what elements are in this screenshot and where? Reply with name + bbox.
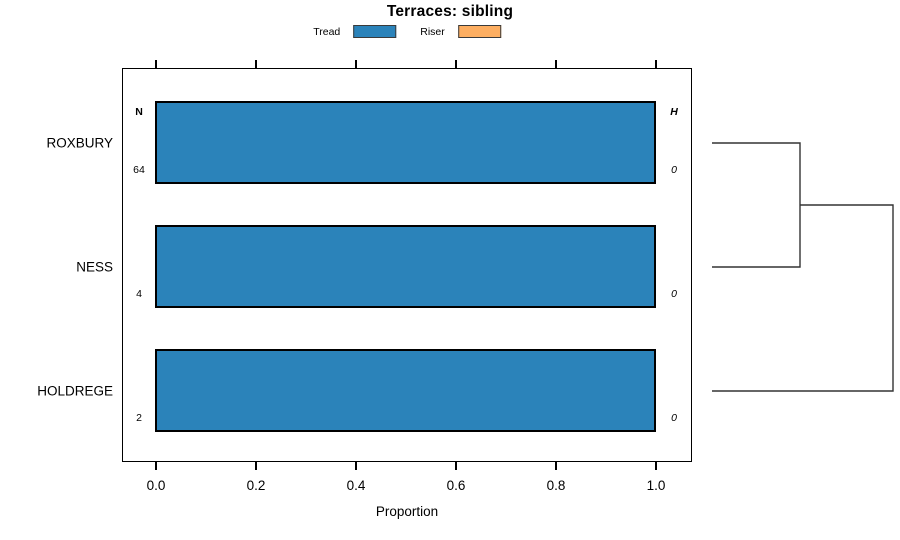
x-tick-label: 1.0 [646,478,666,493]
n-value-ness: 4 [136,288,142,300]
n-column-header: N [135,106,143,118]
x-tick-label: 0.2 [246,478,266,493]
n-value-roxbury: 64 [133,164,145,176]
x-axis-tick-top [355,60,357,68]
x-axis-title: Proportion [375,504,439,519]
plot-title: Terraces: sibling [386,3,514,20]
category-label-ness: NESS [76,259,113,275]
legend-label-tread: Tread [313,25,341,38]
bar-tread-ness [155,225,656,308]
category-label-roxbury: ROXBURY [46,135,113,151]
x-axis-tick-bottom [655,462,657,470]
category-label-holdrege: HOLDREGE [37,383,113,399]
bar-tread-holdrege [155,349,656,432]
x-axis-tick-top [155,60,157,68]
x-axis-tick-bottom [255,462,257,470]
legend-item-riser: Riser [420,25,501,38]
h-value-holdrege: 0 [671,412,677,424]
x-axis-tick-top [555,60,557,68]
riser-swatch [457,25,501,38]
legend: Tread Riser [313,25,501,38]
x-tick-label: 0.0 [146,478,166,493]
x-axis-tick-bottom [555,462,557,470]
x-tick-label: 0.6 [446,478,466,493]
x-axis-tick-bottom [355,462,357,470]
h-value-ness: 0 [671,288,677,300]
h-value-roxbury: 0 [671,164,677,176]
x-tick-label: 0.8 [546,478,566,493]
x-axis-tick-top [455,60,457,68]
n-value-holdrege: 2 [136,412,142,424]
dendrogram-branches [712,142,894,392]
x-axis-tick-top [255,60,257,68]
legend-label-riser: Riser [420,25,445,38]
h-column-header: H [670,106,678,118]
bar-tread-roxbury [155,101,656,184]
x-axis-tick-bottom [155,462,157,470]
x-tick-label: 0.4 [346,478,366,493]
x-axis-tick-top [655,60,657,68]
legend-item-tread: Tread [313,25,397,38]
dendrogram [712,142,894,392]
x-axis-tick-bottom [455,462,457,470]
tread-swatch [353,25,397,38]
